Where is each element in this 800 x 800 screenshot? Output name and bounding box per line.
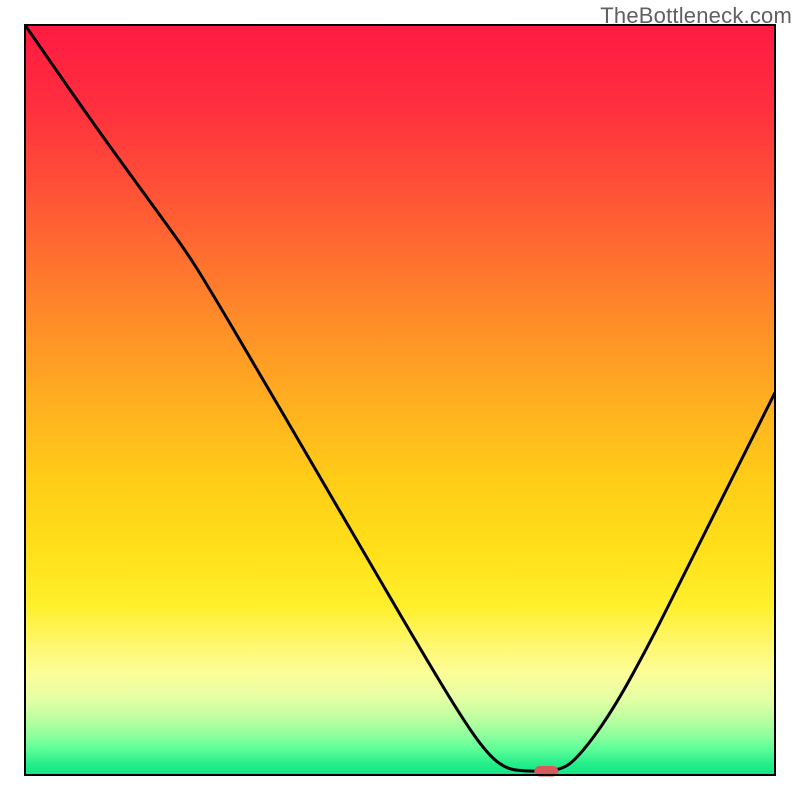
chart-stage: TheBottleneck.com	[0, 0, 800, 800]
gradient-chart	[0, 0, 800, 800]
watermark-text: TheBottleneck.com	[600, 3, 792, 29]
gradient-background	[25, 25, 775, 775]
